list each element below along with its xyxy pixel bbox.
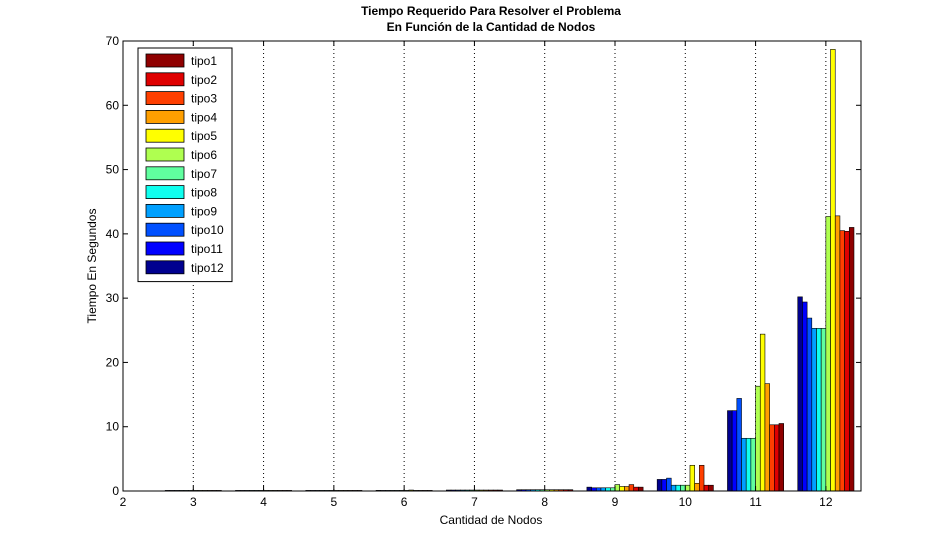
- plot-background: [123, 41, 861, 491]
- y-tick-label-50: 50: [106, 163, 120, 177]
- bar-tipo11-10: [661, 479, 667, 492]
- bar-tipo5-11: [759, 333, 766, 492]
- chart-title: Tiempo Requerido Para Resolver el Proble…: [361, 4, 621, 18]
- bar-tipo3-11: [769, 424, 775, 492]
- legend-label-tipo4: tipo4: [191, 110, 217, 124]
- x-tick-label-5: 5: [331, 495, 338, 509]
- bar-tipo7-12: [820, 328, 827, 492]
- bar-tipo12-10: [656, 479, 663, 492]
- bar-tipo6-12: [825, 216, 831, 492]
- legend-label-tipo8: tipo8: [191, 186, 217, 200]
- axes-box: [122, 40, 862, 492]
- bar-tipo2-9: [633, 486, 639, 492]
- bar-tipo10-12: [806, 317, 813, 492]
- bar-tipo1-12: [848, 227, 855, 492]
- bar-tipo9-10: [670, 484, 677, 492]
- x-tick-label-7: 7: [471, 495, 478, 509]
- bar-tipo1-10: [708, 484, 714, 492]
- bar-tipo1-11: [778, 423, 784, 492]
- legend-label-tipo2: tipo2: [191, 73, 217, 87]
- bar-tipo2-12: [844, 230, 850, 492]
- bar-tipo6-10: [684, 484, 691, 492]
- y-tick-labels: 0 10 20 30 40 50 60 70: [106, 34, 120, 498]
- bar-tipo11-11: [731, 410, 738, 492]
- legend-swatch-tipo2: [145, 72, 185, 87]
- bar-tipo10-10: [666, 477, 672, 492]
- chart-subtitle: En Función de la Cantidad de Nodos: [387, 20, 596, 34]
- bar-tipo6-9: [614, 484, 620, 492]
- x-tick-labels: 2 3 4 5 6 7 8 9 10 11 12: [120, 495, 833, 509]
- legend-swatch-tipo3: [145, 91, 185, 105]
- legend-label-tipo7: tipo7: [191, 167, 217, 181]
- x-tick-label-3: 3: [190, 495, 197, 509]
- bar-tipo3-9: [628, 484, 635, 492]
- x-tick-label-8: 8: [541, 495, 548, 509]
- legend-label-tipo6: tipo6: [191, 148, 217, 162]
- x-tick-label-10: 10: [679, 495, 693, 509]
- legend-label-tipo9: tipo9: [191, 204, 217, 218]
- legend-swatch-tipo12: [145, 260, 185, 275]
- axes-frame: [122, 40, 862, 492]
- bar-tipo1-9: [638, 486, 644, 492]
- bar-tipo7-10: [680, 484, 686, 492]
- bar-tipo8-12: [816, 328, 822, 492]
- bar-tipo4-12: [834, 215, 841, 492]
- bar-tipo5-12: [830, 49, 836, 492]
- y-tick-label-20: 20: [106, 355, 120, 369]
- bar-tipo5-9: [619, 486, 625, 492]
- bar-tipo12-9: [586, 486, 592, 492]
- y-tick-label-60: 60: [106, 98, 120, 112]
- bar-tipo8-10: [675, 484, 681, 492]
- y-tick-label-0: 0: [112, 484, 119, 498]
- legend-swatch-tipo9: [145, 203, 185, 218]
- legend-swatch-tipo5: [145, 128, 185, 143]
- legend-label-tipo12: tipo12: [191, 261, 224, 275]
- y-tick-label-70: 70: [106, 34, 120, 48]
- bar-tipo10-11: [736, 398, 742, 492]
- legend-swatch-tipo7: [145, 166, 185, 181]
- legend-swatch-tipo6: [145, 147, 185, 162]
- bar-tipo3-10: [699, 464, 705, 492]
- legend-label-tipo3: tipo3: [191, 92, 217, 106]
- bar-tipo4-11: [764, 383, 770, 492]
- bar-tipo2-10: [703, 484, 710, 492]
- bar-tipo3-12: [839, 230, 845, 492]
- legend-label-tipo11: tipo11: [191, 242, 223, 256]
- bar-tipo12-11: [727, 410, 733, 492]
- legend-swatch-tipo11: [145, 241, 185, 256]
- legend-label-tipo1: tipo1: [191, 54, 217, 68]
- legend-swatch-tipo8: [145, 185, 185, 200]
- legend: tipo1 tipo2 tipo3 tipo4 tipo5 tipo6 tipo7 tipo8…: [137, 47, 233, 283]
- legend-label-tipo10: tipo10: [191, 223, 224, 237]
- legend-swatch-tipo4: [145, 110, 185, 124]
- bar-tipo4-9: [624, 486, 630, 492]
- y-tick-label-40: 40: [106, 227, 120, 241]
- y-tick-label-30: 30: [106, 291, 120, 305]
- y-tick-label-10: 10: [106, 420, 120, 434]
- x-tick-label-2: 2: [120, 495, 127, 509]
- bar-tipo9-11: [741, 437, 747, 492]
- x-tick-label-9: 9: [612, 495, 619, 509]
- x-tick-label-11: 11: [749, 495, 762, 509]
- bar-tipo12-12: [797, 296, 803, 492]
- bar-tipo4-10: [694, 482, 700, 492]
- legend-label-tipo5: tipo5: [191, 129, 217, 143]
- legend-swatch-tipo10: [145, 222, 185, 237]
- bar-tipo11-12: [802, 301, 808, 492]
- legend-swatch-tipo1: [145, 53, 185, 68]
- bar-tipo7-11: [750, 437, 756, 492]
- y-axis-label: Tiempo En Segundos: [85, 209, 99, 324]
- x-tick-label-4: 4: [260, 495, 267, 509]
- bar-tipo2-11: [774, 424, 780, 492]
- x-tick-label-6: 6: [401, 495, 408, 509]
- bar-tipo6-11: [755, 385, 761, 492]
- x-tick-label-12: 12: [819, 495, 833, 509]
- plot-area: [123, 41, 861, 491]
- bar-tipo9-12: [811, 328, 817, 492]
- bar-tipo8-11: [745, 437, 752, 492]
- bar-tipo5-10: [689, 464, 695, 492]
- x-axis-label: Cantidad de Nodos: [440, 513, 543, 527]
